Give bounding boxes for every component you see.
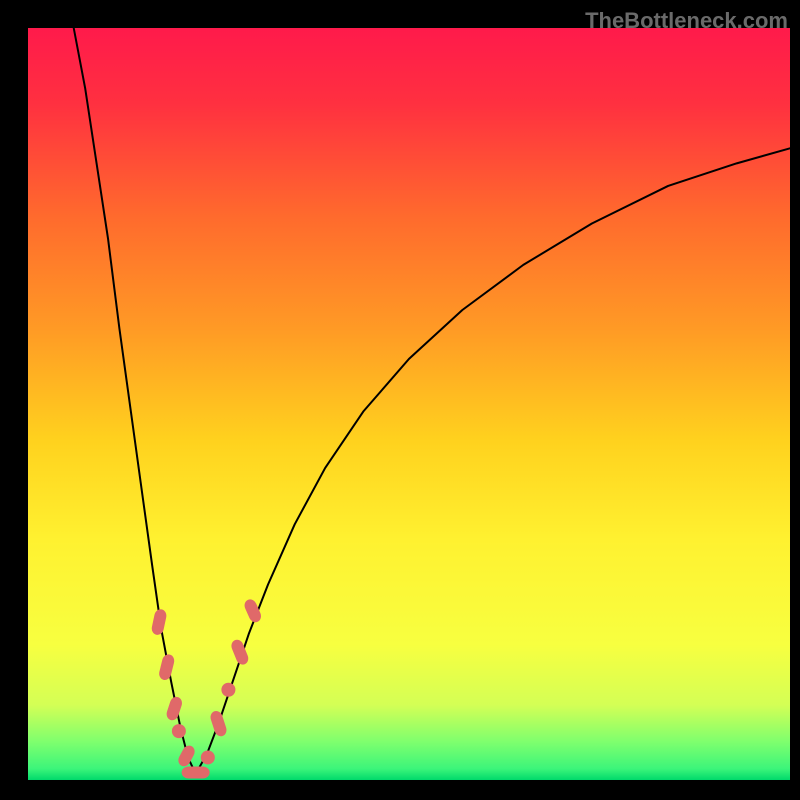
curve-marker [172,724,186,738]
chart-background [28,28,790,780]
curve-marker [201,750,215,764]
curve-marker [221,683,235,697]
root-container: TheBottleneck.com [0,0,800,800]
curve-marker [182,766,210,778]
bottleneck-chart [0,0,800,800]
